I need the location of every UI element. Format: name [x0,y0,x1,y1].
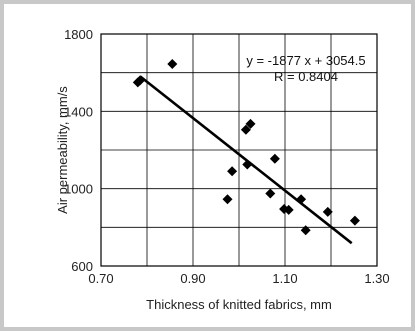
data-point [242,159,253,170]
ticks: 0.70 0.90 1.10 1.30 600 1000 1400 1800 [64,27,390,286]
data-point [227,166,238,177]
data-point [322,206,333,217]
data-point [222,194,233,205]
data-point [265,188,276,199]
points-group [132,58,360,236]
x-axis-label: Thickness of knitted fabrics, mm [146,297,332,312]
y-tick-label: 1400 [64,104,93,119]
x-tick-label: 1.30 [364,271,389,286]
y-tick-label: 600 [71,259,93,274]
x-tick-label: 0.90 [180,271,205,286]
trendline-group [139,75,353,245]
data-point [269,153,280,164]
x-tick-label: 1.10 [272,271,297,286]
grid [101,34,377,266]
y-axis-label: Air permeability, mm/s [55,86,70,214]
trendline [139,75,353,245]
data-point [283,204,294,215]
y-tick-label: 1800 [64,27,93,42]
y-tick-label: 1000 [64,182,93,197]
data-point [300,225,311,236]
data-point [135,75,146,86]
data-point [240,124,251,135]
data-point [349,215,360,226]
data-point [167,58,178,69]
equation-annotation: y = -1877 x + 3054.5 [246,53,365,68]
data-point [245,118,256,129]
x-tick-label: 0.70 [88,271,113,286]
data-point [296,194,307,205]
r-annotation: R = 0.8404 [274,69,338,84]
